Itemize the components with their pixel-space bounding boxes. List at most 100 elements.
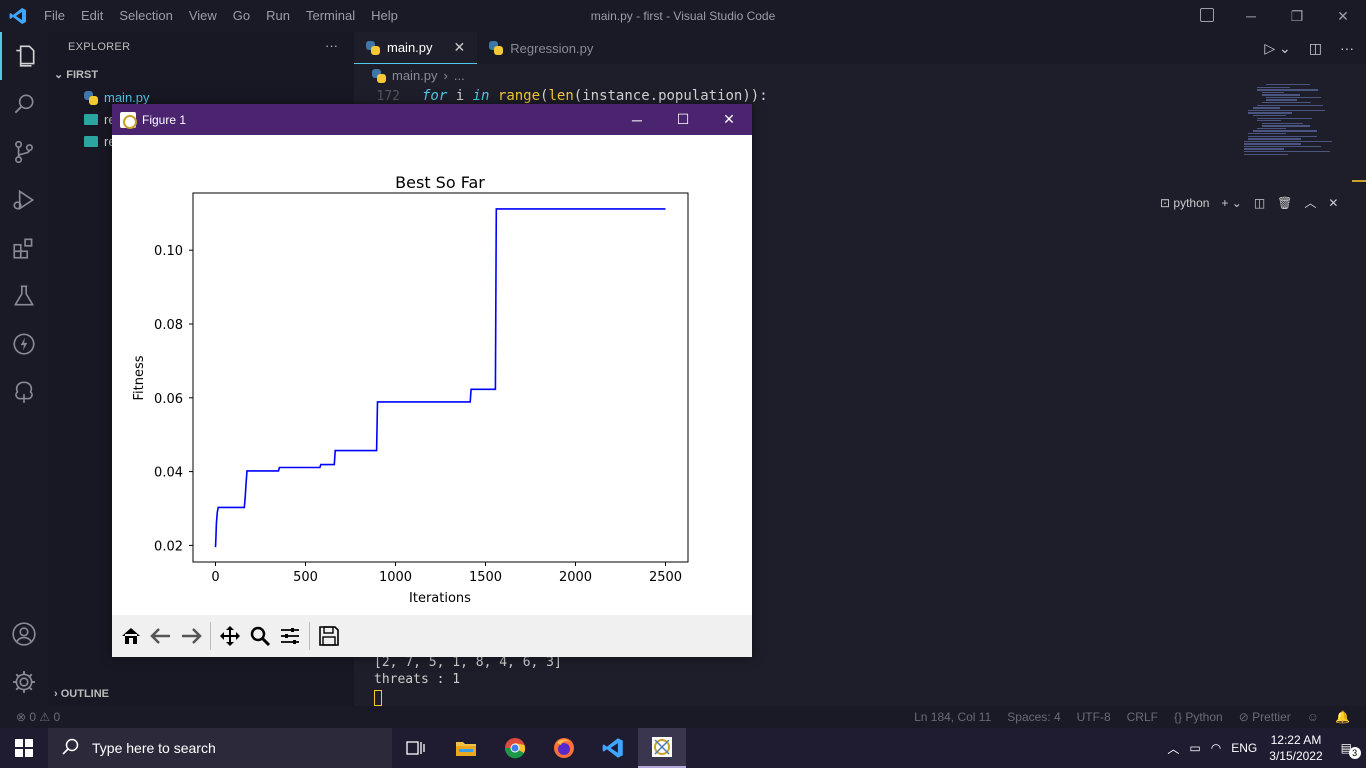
outline-section[interactable]: › OUTLINE (54, 688, 109, 700)
minimap-cursor (1352, 180, 1366, 182)
windows-start-icon[interactable] (0, 728, 48, 768)
notification-center-icon[interactable]: ▤ 3 (1341, 741, 1361, 759)
code-function: range (497, 88, 541, 104)
explorer-more-button[interactable]: ··· (325, 38, 338, 53)
more-actions-icon[interactable]: ··· (1340, 40, 1354, 56)
menu-edit[interactable]: Edit (80, 8, 104, 23)
figure-maximize-button[interactable]: ☐ (676, 111, 690, 127)
tray-chevron-icon[interactable]: ︿ (1167, 741, 1180, 756)
folder-first[interactable]: ⌄ FIRST (54, 68, 98, 81)
search-icon (62, 738, 80, 759)
wifi-icon[interactable]: ◠ (1210, 741, 1222, 755)
split-terminal-icon[interactable]: ◫ (1253, 195, 1266, 210)
code-line[interactable]: 172 for i in range(len(instance.populati… (354, 86, 768, 106)
python-icon (372, 68, 386, 83)
close-panel-icon[interactable]: ✕ (1328, 195, 1339, 210)
run-icon[interactable]: ▷ ⌄ (1264, 40, 1291, 56)
figure-titlebar[interactable]: Figure 1 ─ ☐ ✕ (112, 104, 752, 135)
figure-close-button[interactable]: ✕ (723, 111, 735, 127)
minimap[interactable] (1244, 84, 1354, 184)
menu-help[interactable]: Help (371, 8, 398, 23)
terminal-selector[interactable]: ⊡ python (1160, 196, 1209, 210)
cursor-position[interactable]: Ln 184, Col 11 (914, 710, 992, 724)
battery-icon[interactable]: ▭ (1189, 741, 1201, 755)
split-editor-icon[interactable]: ◫ (1308, 40, 1322, 56)
explorer-icon[interactable] (0, 32, 48, 80)
menu-selection[interactable]: Selection (119, 8, 173, 23)
figure-minimize-button[interactable]: ─ (632, 111, 642, 128)
panel-header: ⊡ python + ⌄ ◫ 🗑 ︿ ✕ (1160, 194, 1338, 211)
close-tab-icon[interactable]: ✕ (453, 39, 466, 55)
maximize-panel-icon[interactable]: ︿ (1304, 196, 1317, 210)
menu-run[interactable]: Run (266, 8, 290, 23)
settings-gear-icon[interactable] (0, 658, 48, 706)
line-number: 172 (376, 88, 400, 104)
forward-arrow-icon[interactable] (177, 622, 205, 650)
tab-main-py[interactable]: main.py ✕ (354, 32, 478, 64)
search-icon[interactable] (0, 80, 48, 128)
y-axis: 0.02 0.04 0.06 0.08 0.10 (154, 244, 193, 554)
file-image-1[interactable]: re (84, 112, 116, 127)
taskbar-search[interactable]: Type here to search (48, 728, 392, 768)
code-text[interactable]: for i in range(len(instance.population))… (422, 88, 768, 104)
plot-frame (192, 192, 689, 563)
system-tray: ︿ ▭ ◠ ENG 12:22 AM 3/15/2022 ▤ 3 (1167, 728, 1366, 768)
zoom-icon[interactable] (246, 622, 274, 650)
pan-icon[interactable] (216, 622, 244, 650)
code-keyword: in (472, 88, 490, 104)
status-bar: ⊗ 0 ⚠ 0 Ln 184, Col 11 Spaces: 4 UTF-8 C… (0, 706, 1366, 728)
feedback-icon[interactable]: ☺ (1306, 710, 1320, 724)
language-indicator[interactable]: ENG (1231, 741, 1258, 755)
encoding[interactable]: UTF-8 (1076, 710, 1111, 724)
windows-taskbar: Type here to search ︿ ▭ ◠ ENG 12:22 AM 3… (0, 728, 1366, 768)
menu-go[interactable]: Go (232, 8, 251, 23)
account-icon[interactable] (0, 610, 48, 658)
python-figure-taskbar-icon[interactable] (638, 728, 686, 768)
layout-icon[interactable] (1200, 8, 1214, 22)
language-mode[interactable]: {} Python (1173, 710, 1223, 724)
testing-icon[interactable] (0, 272, 48, 320)
file-image-2[interactable]: re (84, 134, 116, 149)
prettier-status[interactable]: ⊘ Prettier (1238, 710, 1291, 724)
search-placeholder: Type here to search (92, 740, 216, 756)
terminal-line: threats : 1 (374, 672, 461, 687)
toolbar-separator (309, 622, 310, 650)
new-terminal-button[interactable]: + ⌄ (1221, 195, 1242, 210)
minimize-button[interactable]: ─ (1246, 8, 1256, 24)
task-view-icon[interactable] (392, 728, 440, 768)
file-main-py[interactable]: main.py (84, 90, 150, 105)
terminal-output[interactable]: [2, 7, 5, 1, 8, 4, 6, 3] threats : 1 (374, 654, 562, 711)
bell-icon[interactable]: 🔔 (1335, 710, 1350, 724)
problems-indicator[interactable]: ⊗ 0 ⚠ 0 (16, 710, 61, 724)
extensions-icon[interactable] (0, 224, 48, 272)
menu-file[interactable]: File (44, 8, 65, 23)
clock[interactable]: 12:22 AM 3/15/2022 (1269, 732, 1322, 764)
breadcrumb-file[interactable]: main.py (392, 68, 438, 83)
restore-button[interactable]: ❐ (1290, 7, 1304, 24)
file-explorer-icon[interactable] (442, 728, 490, 768)
matplotlib-logo-icon (120, 111, 137, 129)
menu-terminal[interactable]: Terminal (306, 8, 356, 23)
tree-icon[interactable] (0, 368, 48, 416)
breadcrumb-separator: › (443, 68, 448, 83)
tab-regression-py[interactable]: Regression.py (477, 32, 605, 64)
firefox-icon[interactable] (540, 728, 588, 768)
breadcrumb-symbol[interactable]: ... (453, 68, 465, 83)
home-icon[interactable] (117, 622, 145, 650)
back-arrow-icon[interactable] (147, 622, 175, 650)
chrome-icon[interactable] (491, 728, 539, 768)
configure-subplots-icon[interactable] (276, 622, 304, 650)
line-ending[interactable]: CRLF (1126, 710, 1158, 724)
trash-icon[interactable]: 🗑 (1277, 195, 1293, 210)
indentation[interactable]: Spaces: 4 (1007, 710, 1061, 724)
figure-window: Figure 1 ─ ☐ ✕ Best So Far 0 500 1000 1500 2… (112, 104, 752, 657)
vscode-taskbar-icon[interactable] (589, 728, 637, 768)
run-debug-icon[interactable] (0, 176, 48, 224)
lightning-icon[interactable] (0, 320, 48, 368)
close-button[interactable]: ✕ (1337, 7, 1349, 24)
chart-canvas[interactable]: Best So Far 0 500 1000 1500 2000 2500 0.020.0… (112, 135, 752, 615)
outline-label: OUTLINE (60, 688, 110, 700)
save-icon[interactable] (315, 622, 343, 650)
source-control-icon[interactable] (0, 128, 48, 176)
menu-view[interactable]: View (188, 8, 217, 23)
